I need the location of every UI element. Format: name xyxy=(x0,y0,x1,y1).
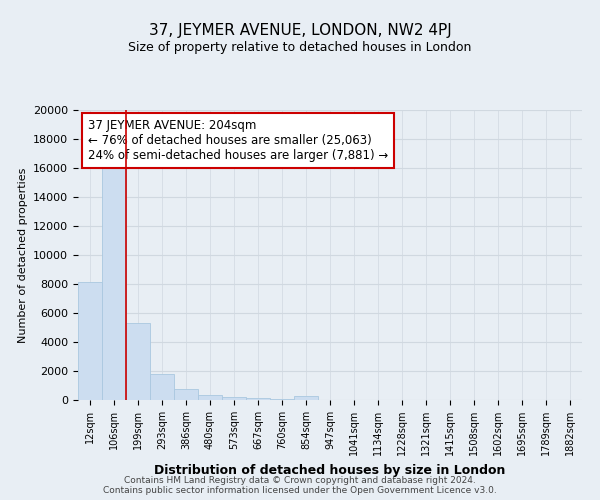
Bar xyxy=(102,160,126,400)
Text: 37 JEYMER AVENUE: 204sqm
← 76% of detached houses are smaller (25,063)
24% of se: 37 JEYMER AVENUE: 204sqm ← 76% of detach… xyxy=(88,118,388,162)
Bar xyxy=(222,397,246,400)
Text: Size of property relative to detached houses in London: Size of property relative to detached ho… xyxy=(128,41,472,54)
Text: 37, JEYMER AVENUE, LONDON, NW2 4PJ: 37, JEYMER AVENUE, LONDON, NW2 4PJ xyxy=(149,22,451,38)
Bar xyxy=(198,396,222,400)
Bar xyxy=(150,374,174,400)
Text: Contains HM Land Registry data © Crown copyright and database right 2024.
Contai: Contains HM Land Registry data © Crown c… xyxy=(103,476,497,495)
Y-axis label: Number of detached properties: Number of detached properties xyxy=(17,168,28,342)
Bar xyxy=(174,389,198,400)
X-axis label: Distribution of detached houses by size in London: Distribution of detached houses by size … xyxy=(154,464,506,476)
Bar xyxy=(294,396,318,400)
Bar xyxy=(270,398,294,400)
Bar xyxy=(246,398,270,400)
Bar xyxy=(78,282,102,400)
Bar xyxy=(126,323,150,400)
